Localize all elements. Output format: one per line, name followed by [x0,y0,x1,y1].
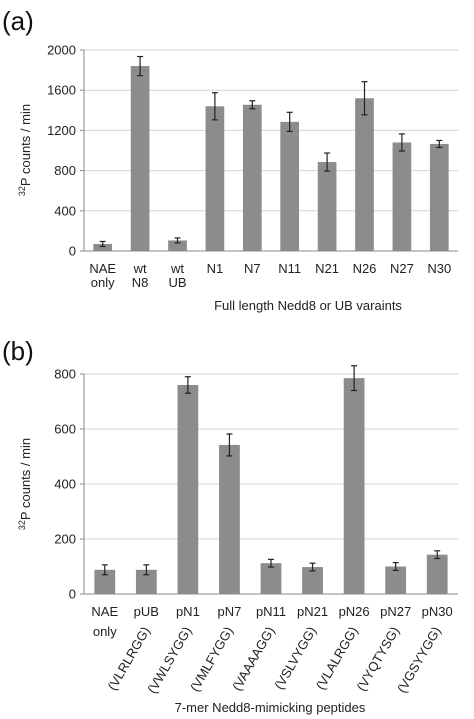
y-tick-label: 0 [69,244,76,259]
bar [242,104,262,252]
bar [205,106,225,251]
y-tick-label: 800 [54,163,76,178]
peptide-sequence-label: (VMLFYGG) [187,624,236,694]
bar [219,444,240,594]
bar [429,143,449,251]
peptide-sequence-label: (VGSYYGG) [394,624,444,695]
bar [168,240,187,251]
peptide-sequence-label: (VYQTYSG) [354,624,403,693]
peptide-sequence-label: (VSLVYGG) [271,624,319,692]
y-tick-label: 0 [69,587,76,602]
category-label: pN1 [176,604,200,619]
bar [317,162,337,251]
bar [130,66,150,251]
bar [260,563,282,594]
bar [302,567,323,594]
category-label: pN11 [256,604,286,619]
y-tick-label: 1600 [47,83,76,98]
bar [343,378,365,594]
panel-label: (a) [2,6,34,36]
x-axis-label: 7-mer Nedd8-mimicking peptides [175,700,366,715]
category-label: wt [170,261,184,276]
bar [135,569,157,594]
bar [177,385,199,594]
category-label: pN7 [218,604,242,619]
y-tick-label: 400 [54,477,76,492]
category-label: pN26 [339,604,370,619]
category-label-line2: N8 [132,275,149,290]
panel-a: (a) 0 400 800 1200 1600 2000 32P counts / min NA… [2,6,458,313]
y-axis-label: 32P counts / min [17,438,33,530]
y-tick-label: 600 [54,422,76,437]
y-tick-label: 200 [54,532,76,547]
bar [94,569,116,594]
category-label: N21 [315,261,339,276]
category-label: NAE [89,261,116,276]
category-label: pUB [134,604,159,619]
bar [93,243,113,251]
bar [392,142,412,251]
panel-label: (b) [2,336,34,366]
y-tick-label: 400 [54,203,76,218]
category-label-line2: only [93,624,117,639]
category-label: pN30 [422,604,453,619]
category-label: NAE [91,604,118,619]
peptide-sequence-label: (VLALRGG) [313,624,361,692]
category-label: N27 [390,261,414,276]
category-label: pN21 [297,604,328,619]
category-label: N7 [244,261,261,276]
category-label: pN27 [380,604,411,619]
y-tick-label: 1200 [47,123,76,138]
category-label: N1 [207,261,224,276]
category-label: wt [133,261,147,276]
bar [355,98,374,252]
y-tick-label: 2000 [47,43,76,58]
category-label: N30 [427,261,451,276]
y-axis-label-superscript: 32 [17,520,27,530]
category-label: N11 [278,261,301,276]
bar [385,566,407,594]
y-axis-label-main: P counts / min [18,438,33,520]
y-axis-label: 32P counts / min [17,104,33,196]
y-axis-label-superscript: 32 [17,186,27,196]
bar [280,121,300,251]
category-label: N26 [353,261,377,276]
category-label-line2: only [91,275,115,290]
peptide-sequence-label: (VAAAAGG) [229,624,278,693]
category-label-line2: UB [168,275,186,290]
y-tick-label: 800 [54,367,76,382]
panel-b: (b) 0 200 400 600 800 32P counts / min NAE only p… [2,336,458,715]
y-axis-label-main: P counts / min [18,104,33,186]
x-axis-label: Full length Nedd8 or UB varaints [214,298,402,313]
bar [426,554,448,594]
